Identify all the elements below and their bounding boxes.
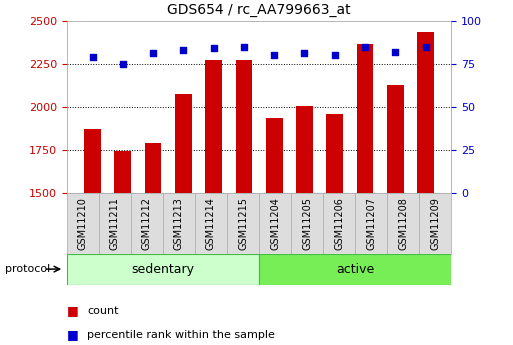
Bar bbox=[175, 94, 192, 193]
Bar bbox=[259, 254, 451, 285]
Bar bbox=[145, 143, 162, 193]
Bar bbox=[387, 193, 420, 254]
Bar bbox=[296, 106, 313, 193]
Text: GSM11208: GSM11208 bbox=[399, 197, 408, 250]
Bar bbox=[67, 254, 259, 285]
Bar bbox=[420, 193, 451, 254]
Point bbox=[422, 44, 430, 49]
Text: protocol: protocol bbox=[5, 264, 50, 274]
Bar bbox=[163, 193, 195, 254]
Point bbox=[149, 51, 157, 56]
Text: GSM11207: GSM11207 bbox=[366, 197, 376, 250]
Bar bbox=[131, 193, 163, 254]
Text: count: count bbox=[87, 306, 119, 315]
Text: GSM11214: GSM11214 bbox=[206, 197, 216, 250]
Point bbox=[240, 44, 248, 49]
Bar bbox=[114, 151, 131, 193]
Bar bbox=[387, 85, 404, 193]
Bar bbox=[323, 193, 355, 254]
Bar bbox=[67, 193, 98, 254]
Text: GSM11206: GSM11206 bbox=[334, 197, 344, 250]
Title: GDS654 / rc_AA799663_at: GDS654 / rc_AA799663_at bbox=[167, 3, 351, 17]
Bar bbox=[205, 60, 222, 193]
Text: GSM11205: GSM11205 bbox=[302, 197, 312, 250]
Text: GSM11215: GSM11215 bbox=[238, 197, 248, 250]
Text: GSM11210: GSM11210 bbox=[78, 197, 88, 250]
Bar bbox=[355, 193, 387, 254]
Text: GSM11213: GSM11213 bbox=[174, 197, 184, 250]
Text: GSM11209: GSM11209 bbox=[430, 197, 440, 250]
Bar bbox=[266, 118, 283, 193]
Point bbox=[391, 49, 400, 55]
Point bbox=[270, 52, 279, 58]
Text: GSM11204: GSM11204 bbox=[270, 197, 280, 250]
Text: percentile rank within the sample: percentile rank within the sample bbox=[87, 330, 275, 339]
Text: active: active bbox=[336, 263, 374, 276]
Text: GSM11212: GSM11212 bbox=[142, 197, 152, 250]
Text: GSM11211: GSM11211 bbox=[110, 197, 120, 250]
Text: ■: ■ bbox=[67, 328, 78, 341]
Bar bbox=[259, 193, 291, 254]
Bar bbox=[98, 193, 131, 254]
Point bbox=[179, 47, 187, 53]
Bar bbox=[326, 114, 343, 193]
Bar bbox=[357, 44, 373, 193]
Bar bbox=[417, 32, 434, 193]
Bar bbox=[291, 193, 323, 254]
Bar bbox=[227, 193, 259, 254]
Bar bbox=[195, 193, 227, 254]
Text: ■: ■ bbox=[67, 304, 78, 317]
Text: sedentary: sedentary bbox=[131, 263, 194, 276]
Bar bbox=[235, 60, 252, 193]
Point bbox=[119, 61, 127, 67]
Bar bbox=[84, 129, 101, 193]
Point bbox=[88, 54, 96, 60]
Point bbox=[361, 44, 369, 49]
Point bbox=[331, 52, 339, 58]
Point bbox=[209, 46, 218, 51]
Point bbox=[301, 51, 309, 56]
